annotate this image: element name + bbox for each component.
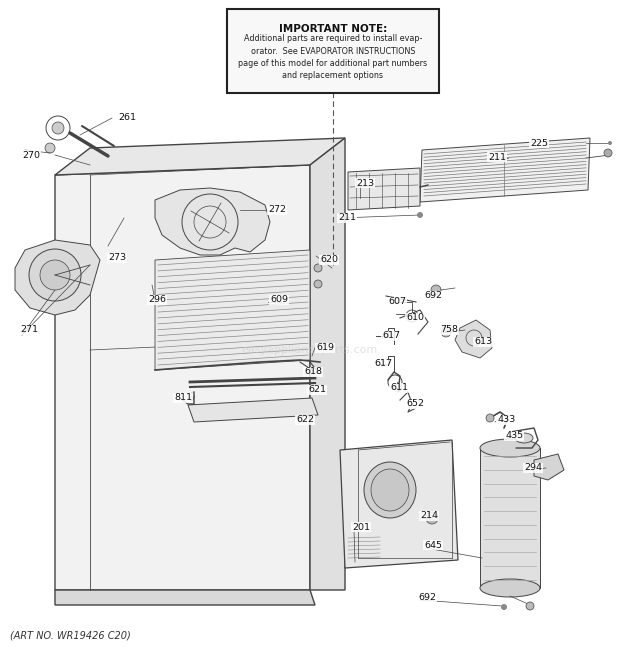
Text: 609: 609 — [270, 295, 288, 305]
Ellipse shape — [480, 579, 540, 597]
Text: 213: 213 — [356, 178, 374, 188]
Polygon shape — [420, 138, 590, 202]
Text: 296: 296 — [148, 295, 166, 305]
Polygon shape — [15, 240, 100, 315]
Text: 811: 811 — [174, 393, 192, 403]
Circle shape — [40, 260, 70, 290]
Text: 610: 610 — [406, 313, 424, 323]
Text: Additional parts are required to install evap-
orator.  See EVAPORATOR INSTRUCTI: Additional parts are required to install… — [239, 34, 428, 81]
Text: 433: 433 — [497, 416, 515, 424]
Polygon shape — [155, 250, 310, 370]
Polygon shape — [340, 440, 458, 568]
Polygon shape — [534, 454, 564, 480]
Circle shape — [29, 249, 81, 301]
Text: 611: 611 — [390, 383, 408, 393]
Text: 617: 617 — [374, 360, 392, 368]
Text: 270: 270 — [22, 151, 40, 159]
FancyBboxPatch shape — [227, 9, 439, 93]
Polygon shape — [310, 138, 345, 590]
Text: 271: 271 — [20, 325, 38, 334]
Text: 211: 211 — [338, 214, 356, 223]
Circle shape — [314, 280, 322, 288]
Circle shape — [314, 264, 322, 272]
Text: 618: 618 — [304, 368, 322, 377]
Text: IMPORTANT NOTE:: IMPORTANT NOTE: — [279, 24, 387, 34]
Text: 621: 621 — [308, 385, 326, 395]
Circle shape — [417, 212, 423, 218]
Text: 261: 261 — [118, 114, 136, 122]
Text: (ART NO. WR19426 C20): (ART NO. WR19426 C20) — [10, 630, 131, 640]
Polygon shape — [55, 138, 345, 175]
Polygon shape — [188, 398, 318, 422]
Ellipse shape — [515, 433, 533, 443]
Polygon shape — [155, 188, 270, 255]
Text: 652: 652 — [406, 399, 424, 408]
Text: 645: 645 — [424, 541, 442, 549]
Ellipse shape — [371, 469, 409, 511]
Text: easyapplianceparts.com: easyapplianceparts.com — [242, 345, 378, 355]
Polygon shape — [55, 590, 315, 605]
Text: 201: 201 — [352, 522, 370, 531]
Ellipse shape — [364, 462, 416, 518]
Text: 758: 758 — [440, 325, 458, 334]
Text: 211: 211 — [488, 153, 506, 161]
Circle shape — [426, 512, 438, 524]
Bar — [480, 448, 540, 588]
Text: 692: 692 — [424, 292, 442, 301]
Circle shape — [501, 604, 507, 610]
Circle shape — [441, 327, 451, 337]
Text: 294: 294 — [524, 463, 542, 473]
Text: 692: 692 — [418, 594, 436, 602]
Text: 273: 273 — [108, 254, 126, 262]
Circle shape — [526, 602, 534, 610]
Text: 607: 607 — [388, 297, 406, 307]
Text: 617: 617 — [382, 332, 400, 340]
Polygon shape — [455, 320, 492, 358]
Text: 619: 619 — [316, 344, 334, 352]
Text: 225: 225 — [530, 139, 548, 147]
Circle shape — [604, 149, 612, 157]
Polygon shape — [348, 168, 420, 210]
Text: 613: 613 — [474, 338, 492, 346]
Polygon shape — [55, 165, 310, 590]
Text: 620: 620 — [320, 256, 338, 264]
Circle shape — [608, 141, 612, 145]
Text: 272: 272 — [268, 206, 286, 215]
Circle shape — [45, 143, 55, 153]
Text: 214: 214 — [420, 512, 438, 520]
Circle shape — [486, 414, 494, 422]
Circle shape — [431, 285, 441, 295]
Text: 435: 435 — [505, 432, 523, 440]
Circle shape — [52, 122, 64, 134]
Text: 622: 622 — [296, 416, 314, 424]
Ellipse shape — [480, 439, 540, 457]
